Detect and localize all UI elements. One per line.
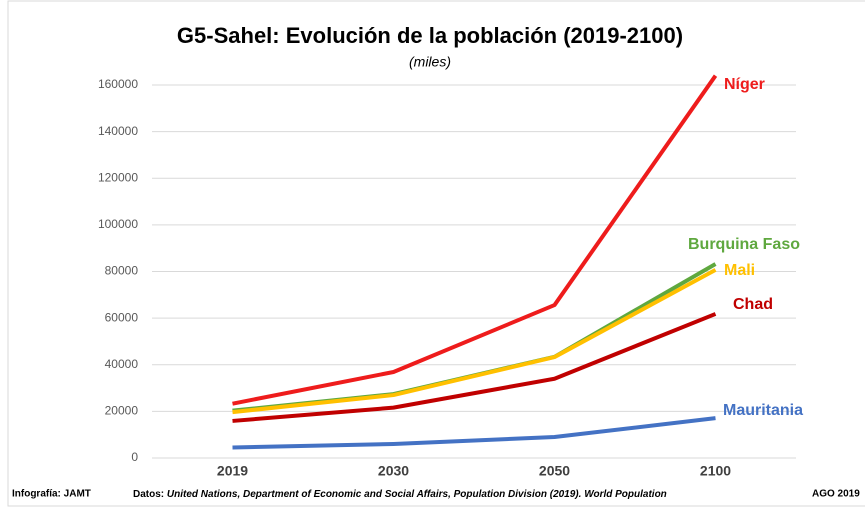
x-tick-label: 2050 (539, 463, 570, 479)
series-line (232, 268, 717, 415)
series-label: Chad (733, 296, 773, 313)
source-text: United Nations, Department of Economic a… (167, 489, 667, 500)
date: AGO 2019 (812, 489, 860, 500)
y-tick-label: 160000 (98, 77, 138, 91)
series-label: Mali (724, 262, 755, 279)
y-tick-label: 0 (131, 450, 138, 464)
series-line (232, 416, 716, 450)
source-label: Datos: (133, 489, 164, 500)
y-tick-label: 120000 (98, 170, 138, 184)
x-tick-label: 2019 (217, 463, 248, 479)
y-tick-label: 80000 (105, 264, 139, 278)
y-tick-label: 100000 (98, 217, 138, 231)
x-tick-label: 2030 (378, 463, 409, 479)
chart-subtitle: (miles) (409, 54, 451, 70)
y-tick-label: 60000 (105, 310, 139, 324)
series-label: Níger (724, 76, 765, 93)
series-label: Mauritania (723, 402, 803, 419)
y-tick-label: 40000 (105, 357, 139, 371)
y-tick-label: 140000 (98, 124, 138, 138)
source: Datos: United Nations, Department of Eco… (133, 489, 667, 500)
credit: Infografía: JAMT (12, 489, 91, 500)
x-tick-label: 2100 (700, 463, 731, 479)
series-line (232, 312, 717, 423)
series-label: Burquina Faso (688, 236, 800, 253)
y-tick-label: 20000 (105, 404, 139, 418)
series-line (232, 74, 718, 406)
chart-title: G5-Sahel: Evolución de la población (201… (177, 23, 683, 48)
